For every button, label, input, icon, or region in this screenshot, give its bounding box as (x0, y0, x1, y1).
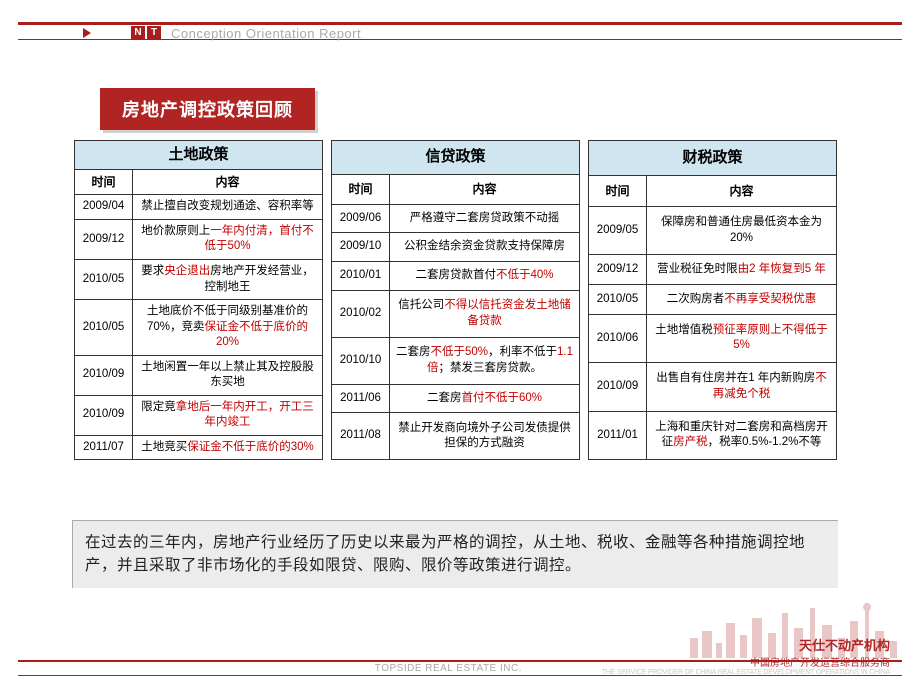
table-row: 2010/02信托公司不得以信托资金发土地储备贷款 (332, 290, 580, 337)
cell-content: 要求央企退出房地产开发经营业，控制地王 (133, 259, 323, 299)
cell-time: 2011/06 (332, 384, 390, 413)
cell-time: 2010/10 (332, 337, 390, 384)
cell-time: 2010/02 (332, 290, 390, 337)
cell-content: 地价款原则上一年内付清，首付不低于50% (133, 219, 323, 259)
section-title-wrap: 房地产调控政策回顾 (100, 88, 315, 130)
cell-content: 公积金结余资金贷款支持保障房 (390, 233, 580, 262)
brand-icon-t: T (147, 26, 161, 40)
cell-time: 2011/07 (75, 435, 133, 460)
cell-time: 2010/05 (75, 300, 133, 356)
col-time-header: 时间 (75, 170, 133, 195)
brand-icons: N T (131, 26, 161, 40)
tables-row: 土地政策时间内容2009/04禁止擅自改变规划通途、容积率等2009/12地价款… (74, 140, 837, 460)
policy-table: 土地政策时间内容2009/04禁止擅自改变规划通途、容积率等2009/12地价款… (74, 140, 323, 460)
cell-content: 出售自有住房并在1 年内新购房不再减免个税 (647, 363, 837, 411)
table-row: 2010/09土地闲置一年以上禁止其及控股股东买地 (75, 355, 323, 395)
table-row: 2010/09出售自有住房并在1 年内新购房不再减免个税 (589, 363, 837, 411)
cell-time: 2010/09 (589, 363, 647, 411)
table-row: 2009/04禁止擅自改变规划通途、容积率等 (75, 195, 323, 220)
table-row: 2010/10二套房不低于50%，利率不低于1.1 倍；禁发三套房贷款。 (332, 337, 580, 384)
col-content-header: 内容 (647, 176, 837, 206)
cell-content: 二次购房者不再享受契税优惠 (647, 285, 837, 315)
cell-content: 禁止擅自改变规划通途、容积率等 (133, 195, 323, 220)
table-row: 2010/05二次购房者不再享受契税优惠 (589, 285, 837, 315)
table-row: 2010/09限定竞拿地后一年内开工，开工三年内竣工 (75, 395, 323, 435)
cell-time: 2010/06 (589, 314, 647, 362)
header-bar: N T Conception Orientation Report (18, 22, 902, 40)
footer-company: TOPSIDE REAL ESTATE INC. (375, 663, 522, 674)
table-row: 2010/06土地增值税预征率原则上不得低于5% (589, 314, 837, 362)
cell-time: 2010/05 (589, 285, 647, 315)
category-header: 土地政策 (75, 141, 323, 170)
table-row: 2010/05土地底价不低于同级别基准价的70%，竞卖保证金不低于底价的20% (75, 300, 323, 356)
cell-content: 土地竞买保证金不低于底价的30% (133, 435, 323, 460)
cell-time: 2011/01 (589, 411, 647, 460)
table-row: 2011/07土地竞买保证金不低于底价的30% (75, 435, 323, 460)
col-content-header: 内容 (390, 175, 580, 204)
cell-time: 2009/04 (75, 195, 133, 220)
category-header: 财税政策 (589, 141, 837, 176)
brand-icon-n: N (131, 26, 145, 40)
cell-time: 2010/01 (332, 262, 390, 291)
cell-time: 2011/08 (332, 413, 390, 460)
section-title: 房地产调控政策回顾 (100, 88, 315, 130)
cell-time: 2009/10 (332, 233, 390, 262)
cell-content: 二套房首付不低于60% (390, 384, 580, 413)
cell-content: 土地闲置一年以上禁止其及控股股东买地 (133, 355, 323, 395)
table-row: 2009/12地价款原则上一年内付清，首付不低于50% (75, 219, 323, 259)
table-row: 2009/10公积金结余资金贷款支持保障房 (332, 233, 580, 262)
cell-time: 2009/12 (589, 255, 647, 285)
table-row: 2011/06二套房首付不低于60% (332, 384, 580, 413)
col-time-header: 时间 (589, 176, 647, 206)
cell-content: 限定竞拿地后一年内开工，开工三年内竣工 (133, 395, 323, 435)
cell-time: 2009/06 (332, 204, 390, 233)
cell-content: 二套房贷款首付不低于40% (390, 262, 580, 291)
col-content-header: 内容 (133, 170, 323, 195)
category-header: 信贷政策 (332, 141, 580, 175)
logo-cn: 天仕不动产机构 (602, 635, 890, 654)
table-row: 2010/05要求央企退出房地产开发经营业，控制地王 (75, 259, 323, 299)
cell-content: 二套房不低于50%，利率不低于1.1 倍；禁发三套房贷款。 (390, 337, 580, 384)
cell-time: 2009/05 (589, 206, 647, 254)
cell-time: 2010/05 (75, 259, 133, 299)
table-row: 2009/06严格遵守二套房贷政策不动摇 (332, 204, 580, 233)
table-row: 2010/01二套房贷款首付不低于40% (332, 262, 580, 291)
cell-content: 信托公司不得以信托资金发土地储备贷款 (390, 290, 580, 337)
cell-content: 营业税征免时限由2 年恢复到5 年 (647, 255, 837, 285)
header-title: Conception Orientation Report (171, 26, 361, 41)
policy-table: 信贷政策时间内容2009/06严格遵守二套房贷政策不动摇2009/10公积金结余… (331, 140, 580, 460)
cell-time: 2009/12 (75, 219, 133, 259)
arrow-icon (83, 28, 91, 38)
cell-content: 土地增值税预征率原则上不得低于5% (647, 314, 837, 362)
cell-time: 2010/09 (75, 355, 133, 395)
col-time-header: 时间 (332, 175, 390, 204)
cell-content: 严格遵守二套房贷政策不动摇 (390, 204, 580, 233)
table-row: 2009/12营业税征免时限由2 年恢复到5 年 (589, 255, 837, 285)
policy-table: 财税政策时间内容2009/05保障房和普通住房最低资本金为20%2009/12营… (588, 140, 837, 460)
table-row: 2011/01上海和重庆针对二套房和高档房开征房产税，税率0.5%-1.2%不等 (589, 411, 837, 460)
cell-content: 禁止开发商向境外子公司发债提供担保的方式融资 (390, 413, 580, 460)
table-row: 2009/05保障房和普通住房最低资本金为20% (589, 206, 837, 254)
cell-content: 上海和重庆针对二套房和高档房开征房产税，税率0.5%-1.2%不等 (647, 411, 837, 460)
footer-bar: TOPSIDE REAL ESTATE INC. (18, 660, 902, 676)
cell-content: 保障房和普通住房最低资本金为20% (647, 206, 837, 254)
table-row: 2011/08禁止开发商向境外子公司发债提供担保的方式融资 (332, 413, 580, 460)
cell-content: 土地底价不低于同级别基准价的70%，竞卖保证金不低于底价的20% (133, 300, 323, 356)
summary-text: 在过去的三年内，房地产行业经历了历史以来最为严格的调控，从土地、税收、金融等各种… (72, 520, 838, 588)
cell-time: 2010/09 (75, 395, 133, 435)
